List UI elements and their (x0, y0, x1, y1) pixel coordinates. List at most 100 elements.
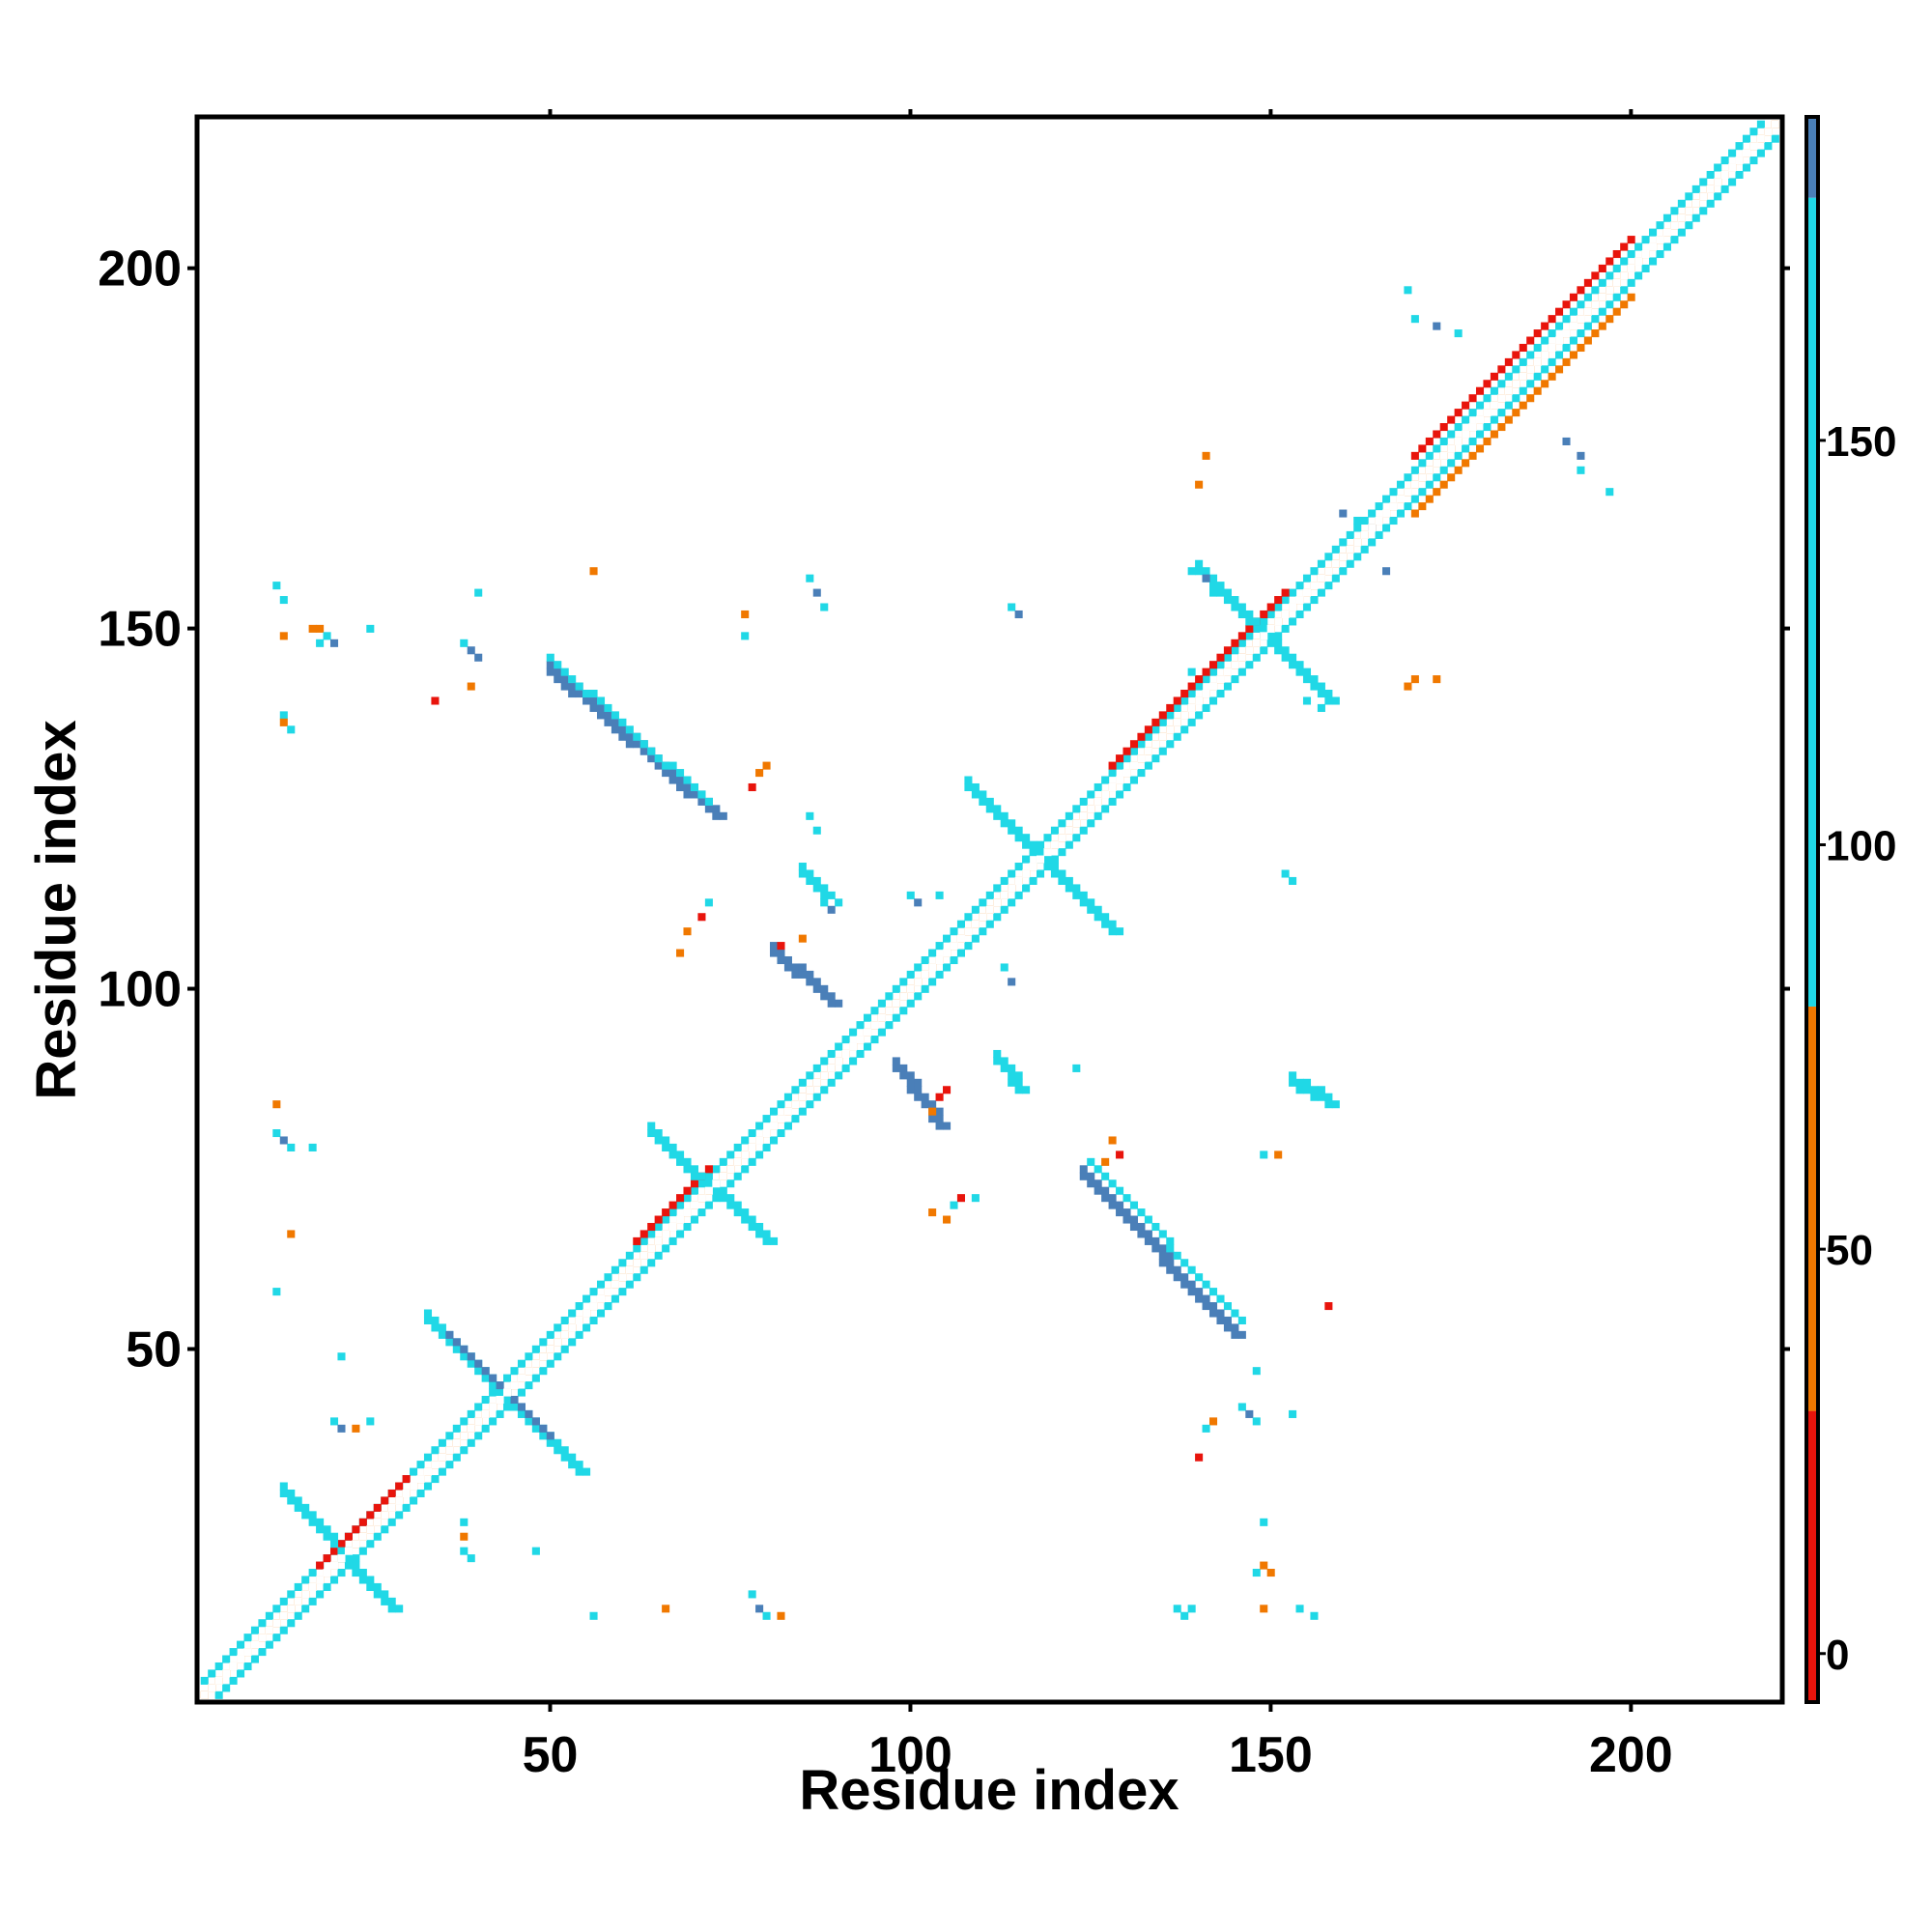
heatmap-cell (1101, 1172, 1110, 1180)
heatmap-cell (1317, 1093, 1325, 1101)
heatmap-cell (1187, 1265, 1196, 1274)
heatmap-cell (1158, 718, 1167, 726)
heatmap-cell (683, 927, 692, 936)
heatmap-cell (806, 978, 814, 986)
heatmap-cell (1569, 351, 1578, 359)
heatmap-cell (885, 992, 894, 1001)
heatmap-cell (1627, 293, 1635, 301)
heatmap-cell (1101, 913, 1110, 922)
heatmap-cell (604, 703, 612, 712)
heatmap-cell (1252, 1367, 1261, 1376)
heatmap-cell (1029, 876, 1037, 885)
heatmap-cell (1087, 905, 1095, 914)
heatmap-cell (1577, 343, 1585, 353)
heatmap-cell (445, 1446, 454, 1455)
heatmap-cell (1368, 524, 1377, 532)
heatmap-cell (1346, 530, 1354, 539)
heatmap-cell (928, 1115, 937, 1123)
heatmap-cell (1475, 415, 1485, 424)
heatmap-cells (193, 113, 1787, 1707)
heatmap-cell (1382, 495, 1391, 503)
heatmap-cell (1158, 1244, 1167, 1253)
heatmap-cell (1137, 754, 1146, 763)
heatmap-cell (1237, 610, 1246, 619)
heatmap-cell (1231, 646, 1239, 655)
heatmap-cell (1331, 559, 1340, 568)
heatmap-cell (294, 1611, 302, 1620)
heatmap-cell (1497, 365, 1506, 374)
heatmap-cell (1158, 1230, 1167, 1238)
heatmap-cell (1728, 149, 1737, 157)
heatmap-cell (1014, 1086, 1023, 1094)
heatmap-cell (402, 1503, 411, 1512)
heatmap-cell (1036, 855, 1045, 864)
heatmap-cell (1129, 740, 1139, 749)
heatmap-cell (539, 1338, 548, 1347)
heatmap-cell (914, 1078, 923, 1087)
heatmap-cell (1468, 451, 1477, 460)
heatmap-cell (1195, 1453, 1204, 1462)
heatmap-cell (1475, 430, 1485, 439)
heatmap-cell (1022, 855, 1031, 864)
heatmap-cell (798, 1078, 807, 1087)
heatmap-cell (517, 1403, 526, 1411)
heatmap-cell (812, 826, 821, 835)
heatmap-cell (935, 891, 944, 899)
heatmap-cell (783, 1122, 792, 1130)
heatmap-cell (870, 1021, 879, 1030)
heatmap-cell (546, 1432, 554, 1440)
heatmap-cell (1129, 747, 1139, 755)
heatmap-cell (1000, 1064, 1009, 1072)
heatmap-cell (1122, 769, 1131, 778)
heatmap-cell (1036, 840, 1045, 849)
heatmap-cell (835, 1042, 843, 1051)
heatmap-cell (1591, 329, 1600, 338)
heatmap-cell (1468, 423, 1477, 432)
heatmap-cell (510, 1381, 519, 1390)
heatmap-cell (618, 1273, 627, 1282)
heatmap-cell (1331, 1100, 1340, 1109)
heatmap-cell (1180, 1280, 1189, 1289)
heatmap-cell (1418, 473, 1427, 482)
heatmap-cell (769, 949, 779, 957)
heatmap-cell (1108, 797, 1117, 806)
heatmap-cell (1008, 884, 1016, 893)
heatmap-cell (258, 1648, 267, 1657)
heatmap-cell (1173, 696, 1181, 705)
heatmap-cell (467, 1409, 475, 1418)
heatmap-cell (1410, 480, 1419, 489)
heatmap-cell (1108, 1194, 1117, 1203)
heatmap-cell (1108, 1136, 1117, 1145)
heatmap-cell (1439, 480, 1448, 489)
heatmap-cell (1454, 409, 1463, 417)
heatmap-cell (489, 1388, 497, 1397)
heatmap-cell (503, 1403, 512, 1411)
heatmap-cell (899, 1007, 908, 1015)
heatmap-cell (1289, 1409, 1297, 1418)
heatmap-cell (1462, 444, 1470, 453)
heatmap-cell (943, 963, 952, 972)
heatmap-cell (956, 920, 965, 928)
heatmap-cell (1289, 876, 1297, 885)
heatmap-cell (308, 1143, 317, 1151)
heatmap-cell (777, 1115, 785, 1123)
heatmap-cell (481, 1374, 490, 1382)
heatmap-cell (539, 1424, 548, 1433)
heatmap-cell (1158, 1259, 1167, 1267)
heatmap-cell (1605, 257, 1614, 266)
heatmap-cell (1720, 185, 1729, 193)
heatmap-cell (835, 1057, 843, 1065)
heatmap-cell (1483, 394, 1492, 403)
heatmap-cell (1000, 891, 1009, 899)
heatmap-cell (1209, 661, 1218, 669)
heatmap-cell (596, 696, 606, 705)
heatmap-cell (1454, 329, 1463, 338)
heatmap-cell (301, 1511, 310, 1520)
heatmap-cell (1404, 286, 1412, 295)
heatmap-cell (849, 1028, 858, 1037)
heatmap-cell (1252, 653, 1261, 662)
heatmap-cell (1223, 653, 1232, 662)
heatmap-cell (1382, 509, 1391, 518)
heatmap-cell (762, 1129, 771, 1138)
heatmap-cell (662, 1605, 670, 1613)
